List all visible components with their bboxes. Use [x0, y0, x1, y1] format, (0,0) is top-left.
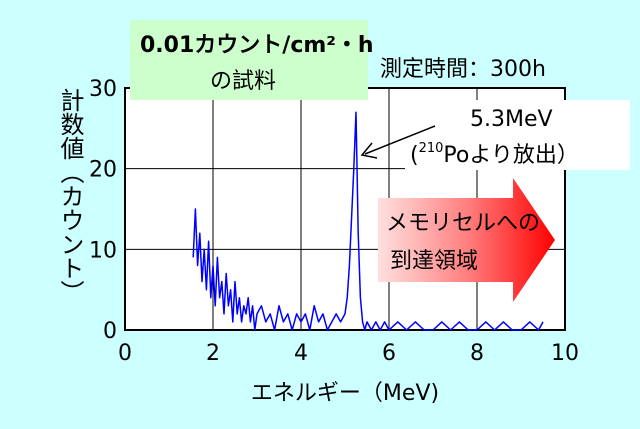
x-tick-label: 0: [118, 341, 132, 366]
spectrum-line: [192, 111, 544, 331]
peak-source-mass: 210: [419, 141, 444, 156]
y-tick-label: 0: [103, 319, 117, 344]
peak-label-bg: [405, 100, 630, 170]
peak-source: (210Poより放出）: [410, 141, 579, 168]
measurement-time: 測定時間：300h: [380, 57, 546, 82]
arrow-label-line1: メモリセルへの: [386, 211, 540, 236]
x-axis-label: エネルギー（MeV): [251, 381, 439, 406]
y-tick-label: 20: [89, 158, 117, 183]
sample-rate-text: 0.01カウント/cm²・h: [140, 33, 374, 58]
y-tick-label: 10: [89, 238, 117, 263]
x-tick-label: 10: [551, 341, 579, 366]
peak-pointer-arrow: [360, 125, 436, 159]
x-tick-label: 4: [294, 341, 308, 366]
y-ticks: 0 10 20 30: [89, 77, 117, 344]
y-axis-label: 計数値（カウント）: [56, 88, 84, 304]
x-tick-label: 6: [382, 341, 396, 366]
sample-box: 0.01カウント/cm²・h の試料: [130, 20, 374, 100]
x-tick-label: 2: [206, 341, 220, 366]
arrow-label-line2: 到達領域: [390, 249, 478, 274]
memory-cell-arrow: メモリセルへの 到達領域: [378, 178, 555, 302]
x-ticks: 0 2 4 6 8 10: [118, 341, 579, 366]
y-tick-label: 30: [89, 77, 117, 102]
pointer-head: [360, 142, 378, 159]
peak-energy: 5.3MeV: [470, 107, 553, 132]
x-tick-label: 8: [470, 341, 484, 366]
pointer-line: [364, 125, 436, 155]
peak-source-rest: Poより放出）: [443, 143, 579, 168]
series-group: [192, 111, 544, 331]
peak-source-paren: (: [410, 143, 419, 168]
sample-box-bg: [130, 20, 368, 100]
arrow-shape: [378, 178, 555, 302]
sample-label-text: の試料: [210, 69, 276, 94]
